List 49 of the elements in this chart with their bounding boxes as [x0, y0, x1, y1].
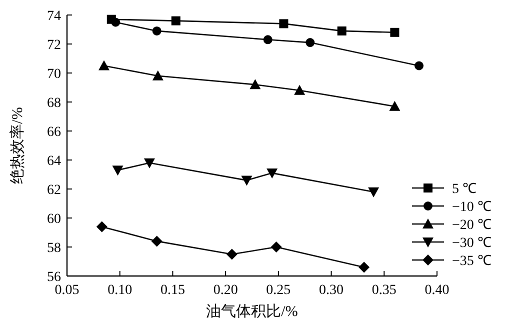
- y-tick-label: 66: [47, 125, 61, 140]
- legend-label: −30 ℃: [452, 236, 492, 251]
- x-axis-title: 油气体积比/%: [206, 303, 298, 320]
- y-tick-label: 58: [47, 241, 61, 256]
- point: [358, 262, 370, 273]
- x-tick-label: 0.35: [372, 283, 396, 298]
- x-tick-label: 0.25: [266, 283, 291, 298]
- y-tick-label: 72: [47, 38, 61, 53]
- x-tick-label: 0.05: [54, 283, 80, 298]
- point: [98, 60, 110, 70]
- y-tick-label: 74: [47, 9, 61, 24]
- point: [152, 26, 162, 36]
- point: [266, 168, 278, 179]
- point: [152, 70, 164, 80]
- point: [294, 84, 306, 95]
- y-tick-label: 68: [47, 96, 61, 111]
- point: [279, 19, 288, 28]
- point: [96, 221, 108, 232]
- point: [270, 242, 282, 252]
- y-tick-label: 64: [47, 154, 61, 169]
- y-axis-title: 绝热效率/%: [9, 107, 26, 184]
- x-tick-label: 0.30: [319, 283, 344, 298]
- point: [144, 158, 155, 168]
- point: [263, 35, 272, 44]
- x-tick-label: 0.10: [108, 283, 132, 298]
- y-tick-label: 60: [47, 212, 61, 227]
- point: [171, 16, 180, 26]
- point: [151, 236, 162, 247]
- y-tick-label: 70: [47, 67, 61, 82]
- y-tick-label: 56: [47, 270, 61, 285]
- y-tick-label: 62: [47, 183, 61, 198]
- legend-label: 5 ℃: [452, 182, 476, 197]
- legend-label: −20 ℃: [452, 218, 492, 233]
- point: [337, 26, 346, 36]
- point: [250, 79, 261, 90]
- point: [368, 187, 380, 198]
- point: [111, 18, 120, 27]
- x-tick-label: 0.15: [160, 283, 185, 298]
- point: [414, 61, 424, 70]
- x-tick-label: 0.40: [424, 283, 450, 298]
- legend-label: −35 ℃: [452, 254, 492, 269]
- point: [306, 38, 315, 48]
- point: [241, 176, 252, 186]
- x-tick-label: 0.20: [213, 283, 238, 298]
- point: [390, 28, 400, 37]
- point: [112, 166, 124, 176]
- point: [226, 248, 238, 260]
- point: [389, 100, 400, 111]
- legend-label: −10 ℃: [452, 200, 492, 215]
